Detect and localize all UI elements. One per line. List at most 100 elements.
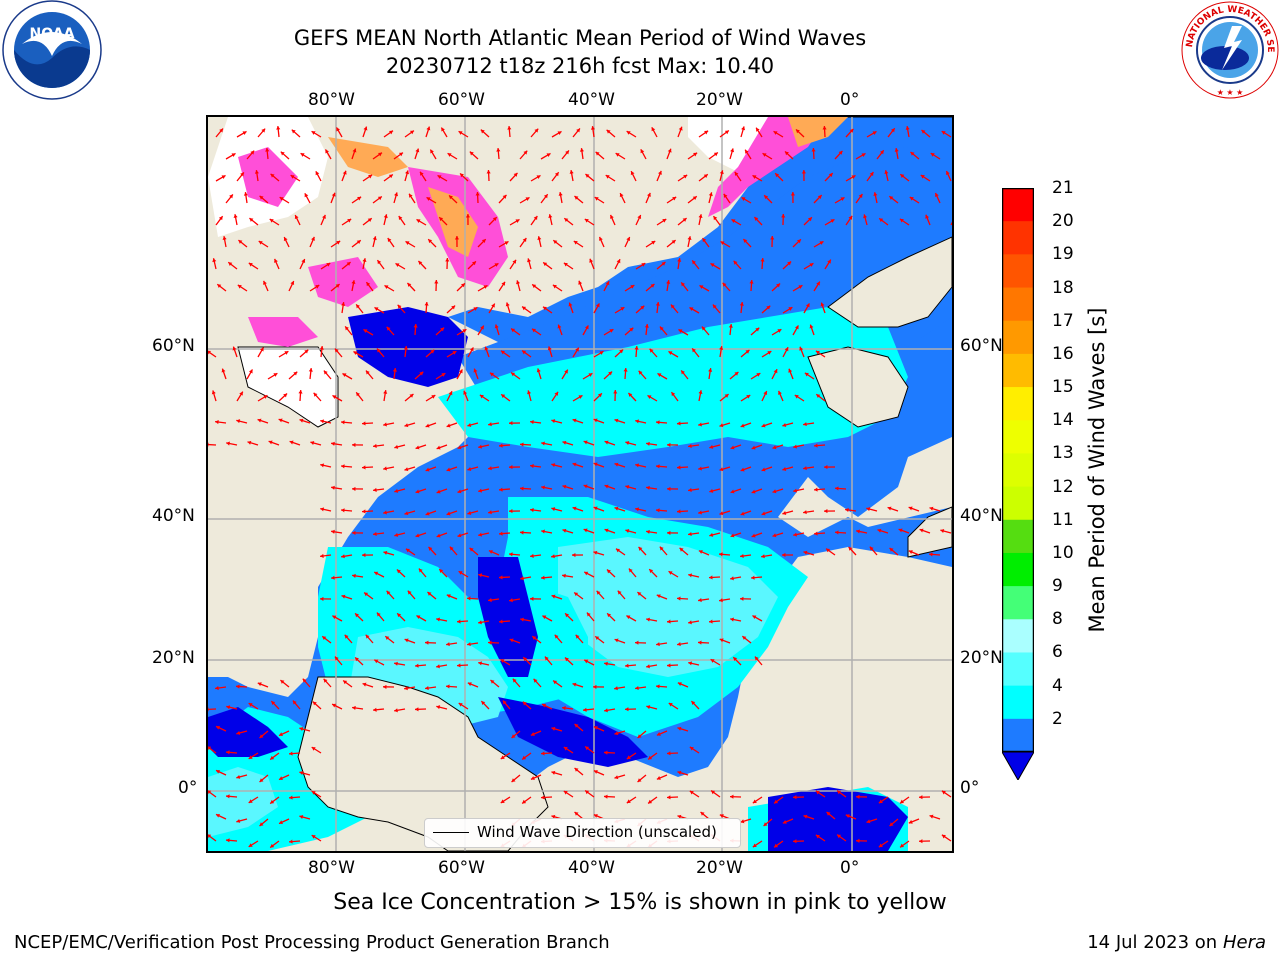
wave-direction-arrowhead [919,839,923,844]
wave-direction-arrowhead [520,442,524,447]
wave-direction-arrowhead [335,284,340,288]
wave-direction-arrowhead [311,791,316,795]
wave-direction-arrowhead [372,236,377,241]
wave-direction-arrowhead [302,678,307,683]
wave-direction-arrowhead [404,686,408,691]
wave-direction-arrowhead [761,511,766,516]
wave-direction-arrowhead [756,373,761,377]
date-text: 14 Jul 2023 on [1087,932,1218,953]
wave-direction-arrow [208,443,217,446]
wave-direction-arrowhead [216,725,220,730]
wave-direction-arrowhead [608,371,613,376]
wave-direction-arrowhead [614,506,619,511]
lon-label-top-60w: 60°W [438,90,485,110]
wave-direction-arrowhead [373,443,377,449]
wave-direction-arrowhead [405,170,410,175]
wave-direction-arrowhead [542,306,547,311]
wave-direction-arrowhead [352,573,356,578]
wave-direction-arrowhead [480,325,484,330]
wave-direction-arrowhead [270,843,275,848]
wave-direction-arrowhead [509,509,513,514]
wave-direction-arrowhead [467,511,472,516]
wave-direction-arrowhead [921,130,926,134]
wave-direction-arrowhead [415,489,420,494]
wave-direction-arrowhead [426,126,431,131]
wave-direction-arrowhead [258,241,263,245]
wave-direction-arrowhead [383,466,387,471]
wave-direction-arrowhead [711,790,716,795]
wave-direction-arrowhead [681,282,685,287]
wave-direction-arrowhead [761,423,766,428]
wave-direction-arrowhead [614,638,619,643]
wave-direction-arrowhead [323,678,328,683]
wave-direction-arrowhead [719,638,724,643]
wave-direction-arrowhead [900,174,905,178]
wave-direction-arrowhead [239,391,243,396]
wave-direction-arrowhead [604,750,608,755]
wave-direction-arrowhead [702,238,707,243]
colorbar-band [1002,353,1034,388]
wave-direction-arrowhead [929,814,934,819]
wave-direction-arrowhead [523,657,528,662]
colorbar-tick-label: 11 [1052,509,1074,530]
wave-direction-arrowhead [289,839,293,844]
wave-direction-arrowhead [500,350,505,355]
wave-direction-arrowhead [803,422,807,427]
colorbar-tick-label: 4 [1052,675,1063,696]
wave-direction-arrowhead [569,170,574,174]
wave-direction-arrowhead [730,489,735,494]
colorbar-tick-label: 13 [1052,443,1074,464]
wave-direction-arrowhead [713,152,718,157]
wave-direction-arrowhead [458,703,463,707]
wave-direction-arrowhead [467,682,472,687]
wave-direction-arrowhead [752,843,757,848]
wave-direction-arrowhead [941,834,946,839]
wave-direction-arrowhead [638,546,643,551]
wave-direction-arrowhead [678,126,683,131]
wave-direction-arrowhead [692,196,697,201]
wave-direction-arrowhead [873,192,878,197]
wave-direction-arrowhead [613,390,618,394]
wave-direction-arrowhead [481,239,486,244]
wave-direction-arrowhead [541,795,545,800]
wave-direction-arrowhead [446,423,451,428]
wave-direction-arrowhead [659,546,664,551]
wave-direction-arrowhead [418,568,423,573]
wave-direction-arrowhead [731,219,736,223]
wave-direction-arrowhead [762,153,767,157]
wave-direction-arrowhead [276,126,281,130]
colorbar-band [1002,453,1034,488]
wave-direction-arrowhead [784,347,789,352]
wave-direction-arrowhead [649,569,654,574]
wave-direction-arrowhead [625,485,630,490]
wave-direction-arrowhead [541,441,545,446]
wave-direction-arrowhead [667,795,671,800]
wave-direction-arrowhead [299,815,304,820]
wave-direction-arrowhead [598,393,602,398]
wave-direction-arrowhead [211,390,216,395]
wave-direction-arrowhead [537,236,542,241]
wave-direction-arrowhead [292,700,297,705]
wave-direction-arrowhead [236,730,241,735]
wave-direction-arrowhead [784,151,789,156]
wave-direction-arrowhead [341,508,345,513]
colorbar-band [1002,685,1034,720]
wave-direction-arrowhead [794,394,799,399]
wave-direction-arrowhead [752,799,757,804]
wave-direction-arrowhead [500,799,505,803]
wave-direction-arrowhead [467,423,472,428]
wave-direction-arrowhead [576,128,580,133]
wave-direction-arrowhead [689,307,694,311]
wave-direction-arrowhead [346,262,351,266]
wave-direction-arrowhead [494,324,499,329]
wave-direction-arrowhead [397,613,402,618]
wave-direction-arrowhead [720,241,725,245]
svg-text:NOAA: NOAA [30,26,75,42]
lat-label-left-0: 0° [178,778,198,798]
wave-direction-arrowhead [415,663,419,668]
wave-direction-arrowhead [745,149,749,154]
wave-direction-arrowhead [320,507,325,512]
wave-direction-arrowhead [386,326,391,331]
colorbar-tick-label: 20 [1052,211,1074,232]
wave-direction-arrowhead [270,799,275,804]
